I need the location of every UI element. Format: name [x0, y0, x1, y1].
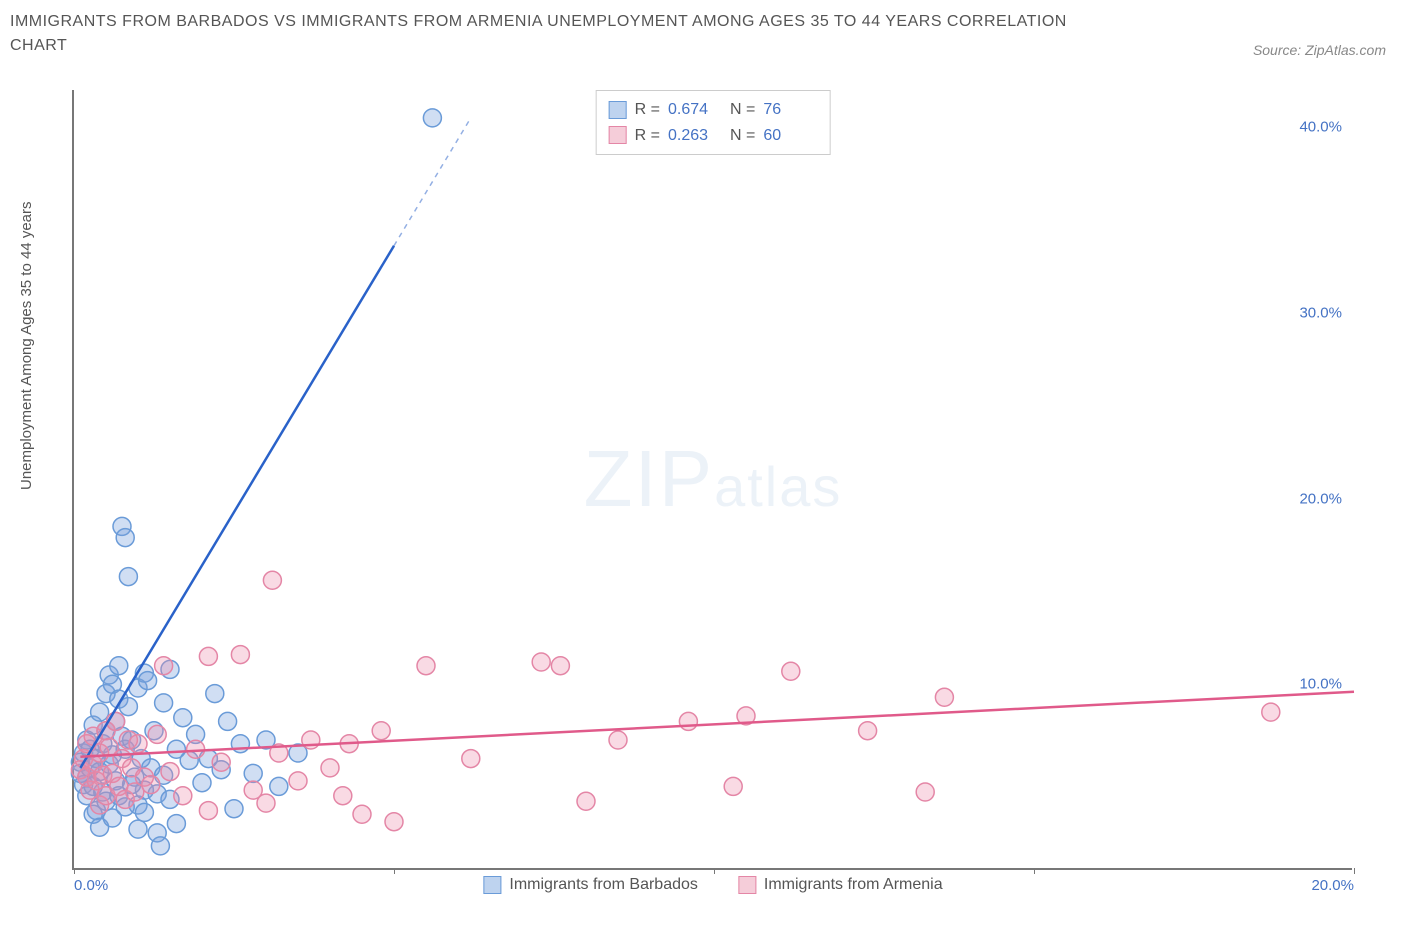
correlation-chart: IMMIGRANTS FROM BARBADOS VS IMMIGRANTS F… — [10, 10, 1396, 920]
data-point — [151, 837, 169, 855]
r-value-0: 0.674 — [668, 97, 722, 123]
data-point — [174, 787, 192, 805]
data-point — [462, 750, 480, 768]
data-point — [225, 800, 243, 818]
chart-title: IMMIGRANTS FROM BARBADOS VS IMMIGRANTS F… — [10, 10, 1120, 58]
data-point — [119, 568, 137, 586]
data-point — [334, 787, 352, 805]
data-point — [155, 694, 173, 712]
data-point — [679, 712, 697, 730]
legend-stats-row-1: R = 0.263 N = 60 — [609, 123, 818, 149]
regression-line-dashed — [394, 118, 471, 246]
data-point — [385, 813, 403, 831]
y-tick-label: 30.0% — [1299, 304, 1342, 321]
data-point — [199, 802, 217, 820]
source-attribution: Source: ZipAtlas.com — [1253, 42, 1386, 58]
data-point — [724, 777, 742, 795]
r-label: R = — [635, 123, 660, 149]
data-point — [353, 805, 371, 823]
y-tick-label: 10.0% — [1299, 676, 1342, 693]
data-point — [270, 777, 288, 795]
plot-area: ZIPatlas R = 0.674 N = 76 R = 0.263 N = … — [72, 90, 1352, 870]
y-axis-label: Unemployment Among Ages 35 to 44 years — [18, 201, 35, 490]
data-point — [423, 109, 441, 127]
bottom-legend-item-1: Immigrants from Armenia — [738, 876, 943, 894]
x-tick-mark — [74, 868, 75, 874]
regression-line — [80, 692, 1354, 757]
x-tick-label: 0.0% — [74, 877, 108, 894]
data-point — [199, 647, 217, 665]
data-point — [110, 657, 128, 675]
data-point — [1262, 703, 1280, 721]
data-point — [219, 712, 237, 730]
data-point — [129, 820, 147, 838]
data-point — [551, 657, 569, 675]
n-label: N = — [730, 123, 755, 149]
data-point — [321, 759, 339, 777]
data-point — [148, 725, 166, 743]
data-point — [174, 709, 192, 727]
data-point — [532, 653, 550, 671]
swatch-icon — [738, 876, 756, 894]
data-point — [116, 529, 134, 547]
x-tick-mark — [714, 868, 715, 874]
x-tick-label: 20.0% — [1311, 877, 1354, 894]
r-label: R = — [635, 97, 660, 123]
swatch-icon — [483, 876, 501, 894]
data-point — [193, 774, 211, 792]
x-tick-mark — [1034, 868, 1035, 874]
bottom-legend: Immigrants from Barbados Immigrants from… — [483, 876, 942, 894]
data-point — [142, 776, 160, 794]
data-point — [372, 722, 390, 740]
data-point — [609, 731, 627, 749]
data-point — [577, 792, 595, 810]
bottom-legend-label-1: Immigrants from Armenia — [764, 876, 943, 894]
data-point — [212, 753, 230, 771]
data-point — [782, 662, 800, 680]
data-point — [244, 764, 262, 782]
plot-svg — [74, 90, 1352, 868]
data-point — [263, 571, 281, 589]
data-point — [91, 703, 109, 721]
y-tick-label: 20.0% — [1299, 490, 1342, 507]
data-point — [916, 783, 934, 801]
n-value-1: 60 — [763, 123, 817, 149]
legend-stats-box: R = 0.674 N = 76 R = 0.263 N = 60 — [596, 90, 831, 155]
data-point — [206, 685, 224, 703]
data-point — [135, 803, 153, 821]
swatch-barbados — [609, 101, 627, 119]
legend-stats-row-0: R = 0.674 N = 76 — [609, 97, 818, 123]
y-tick-label: 40.0% — [1299, 119, 1342, 136]
data-point — [129, 735, 147, 753]
data-point — [139, 672, 157, 690]
n-label: N = — [730, 97, 755, 123]
x-tick-mark — [394, 868, 395, 874]
regression-line — [80, 246, 394, 768]
data-point — [417, 657, 435, 675]
r-value-1: 0.263 — [668, 123, 722, 149]
data-point — [167, 815, 185, 833]
bottom-legend-item-0: Immigrants from Barbados — [483, 876, 698, 894]
data-point — [935, 688, 953, 706]
data-point — [257, 794, 275, 812]
data-point — [231, 646, 249, 664]
n-value-0: 76 — [763, 97, 817, 123]
swatch-armenia — [609, 126, 627, 144]
x-tick-mark — [1354, 868, 1355, 874]
data-point — [155, 657, 173, 675]
data-point — [161, 763, 179, 781]
data-point — [289, 772, 307, 790]
data-point — [859, 722, 877, 740]
bottom-legend-label-0: Immigrants from Barbados — [509, 876, 698, 894]
